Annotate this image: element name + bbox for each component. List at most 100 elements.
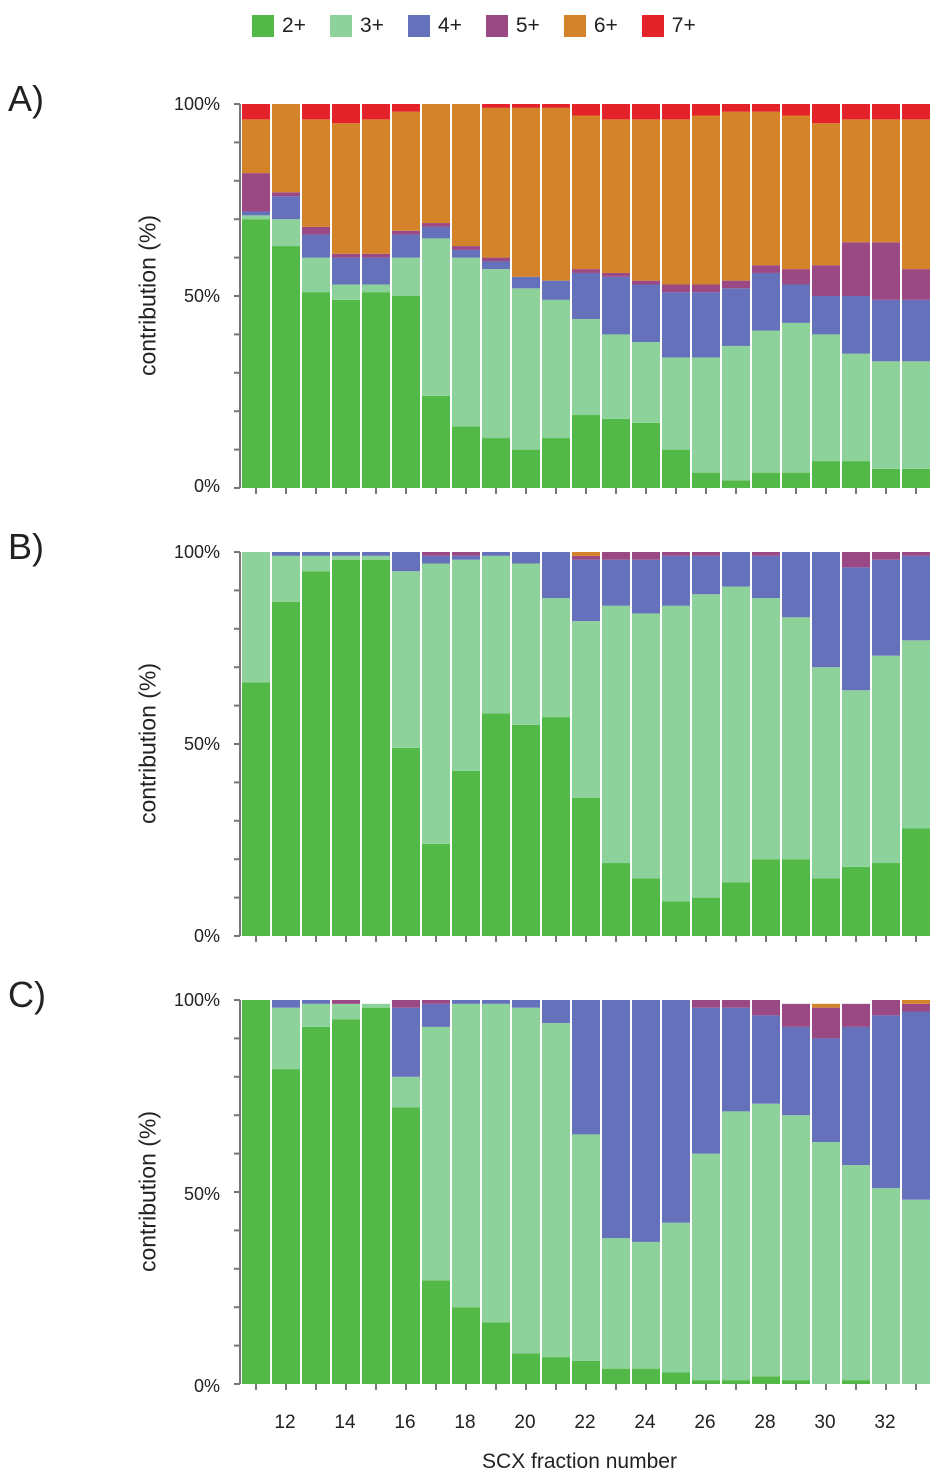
bar-segment-b-fraction-24-4plus [632, 559, 660, 614]
bar-segment-a-fraction-24-4plus [632, 284, 660, 343]
bar-segment-a-fraction-17-2plus [422, 395, 450, 488]
bar-segment-a-fraction-23-3plus [602, 334, 630, 419]
bar-segment-a-fraction-13-6plus [302, 119, 330, 227]
bar-segment-b-fraction-11-3plus [242, 552, 270, 683]
y-tick-label-b-100: 100% [173, 542, 220, 562]
bar-segment-b-fraction-22-4plus [572, 559, 600, 622]
bar-segment-a-fraction-15-4plus [362, 257, 390, 285]
bar-segment-b-fraction-20-2plus [512, 724, 540, 936]
bar-segment-a-fraction-27-3plus [722, 345, 750, 481]
legend-label: 5+ [515, 14, 540, 37]
bar-segment-b-fraction-12-3plus [272, 555, 300, 602]
bar-segment-c-fraction-16-4plus [392, 1007, 420, 1077]
bar-segment-a-fraction-25-4plus [662, 292, 690, 358]
bar-segment-b-fraction-17-3plus [422, 563, 450, 844]
bar-segment-a-fraction-27-5plus [722, 280, 750, 289]
bar-segment-b-fraction-15-3plus [362, 555, 390, 560]
bar-segment-a-fraction-31-2plus [842, 461, 870, 488]
bar-segment-b-fraction-26-5plus [692, 552, 720, 556]
bar-segment-c-fraction-25-3plus [662, 1222, 690, 1373]
x-tick-label: 20 [514, 1412, 536, 1433]
y-axis-label-a: contribution (%) [134, 214, 161, 377]
bar-segment-a-fraction-18-5plus [452, 246, 480, 250]
bar-segment-b-fraction-19-2plus [482, 713, 510, 936]
bar-segment-b-fraction-21-2plus [542, 717, 570, 936]
bar-segment-b-fraction-24-3plus [632, 613, 660, 879]
bar-segment-a-fraction-23-4plus [602, 276, 630, 335]
bar-segment-b-fraction-27-3plus [722, 586, 750, 883]
bar-segment-c-fraction-29-4plus [782, 1026, 810, 1116]
bar-segment-b-fraction-29-3plus [782, 617, 810, 860]
bar-segment-a-fraction-21-2plus [542, 438, 570, 488]
y-tick-label-c-0: 0% [193, 1376, 220, 1396]
bar-segment-b-fraction-30-4plus [812, 552, 840, 668]
bar-segment-a-fraction-20-4plus [512, 276, 540, 289]
bar-segment-c-fraction-17-5plus [422, 1000, 450, 1004]
bar-segment-c-fraction-19-2plus [482, 1322, 510, 1384]
bar-segment-c-fraction-18-2plus [452, 1307, 480, 1384]
bar-segment-a-fraction-30-7plus [812, 104, 840, 124]
bar-segment-a-fraction-22-6plus [572, 115, 600, 270]
bar-segment-a-fraction-18-3plus [452, 257, 480, 427]
bar-segment-b-fraction-21-4plus [542, 552, 570, 599]
bar-segment-a-fraction-31-4plus [842, 296, 870, 354]
bar-segment-b-fraction-31-5plus [842, 552, 870, 568]
bar-segment-a-fraction-31-3plus [842, 353, 870, 462]
bar-segment-a-fraction-16-5plus [392, 230, 420, 235]
bar-segment-a-fraction-12-2plus [272, 246, 300, 488]
bar-segment-b-fraction-33-2plus [902, 828, 930, 936]
bar-segment-c-fraction-31-4plus [842, 1026, 870, 1166]
bar-segment-b-fraction-20-3plus [512, 563, 540, 725]
panel-label-b: B) [8, 526, 44, 567]
legend-item-3plus: 3+ [329, 14, 384, 38]
bar-segment-b-fraction-23-3plus [602, 605, 630, 864]
legend-swatch [329, 15, 352, 37]
bar-segment-a-fraction-25-5plus [662, 284, 690, 293]
bar-segment-b-fraction-15-4plus [362, 552, 390, 556]
bar-segment-a-fraction-29-7plus [782, 104, 810, 116]
bar-segment-a-fraction-31-6plus [842, 119, 870, 243]
bar-segment-c-fraction-12-2plus [272, 1069, 300, 1384]
bar-segment-a-fraction-26-5plus [692, 284, 720, 293]
bar-segment-c-fraction-20-3plus [512, 1007, 540, 1354]
bar-segment-b-fraction-19-3plus [482, 555, 510, 714]
bar-segment-a-fraction-27-4plus [722, 288, 750, 346]
bar-segment-c-fraction-21-2plus [542, 1357, 570, 1384]
bar-segment-b-fraction-14-4plus [332, 552, 360, 556]
bar-segment-a-fraction-25-3plus [662, 357, 690, 450]
bar-segment-a-fraction-32-3plus [872, 361, 900, 469]
bar-segment-a-fraction-20-3plus [512, 288, 540, 450]
y-axis-label-b: contribution (%) [134, 662, 161, 825]
bar-segment-a-fraction-12-3plus [272, 219, 300, 247]
bar-segment-c-fraction-15-2plus [362, 1007, 390, 1384]
bar-segment-b-fraction-19-4plus [482, 552, 510, 556]
bar-segment-a-fraction-23-6plus [602, 119, 630, 273]
legend-item-5plus: 5+ [485, 14, 540, 38]
legend-item-2plus: 2+ [252, 14, 306, 38]
bar-segment-a-fraction-11-5plus [242, 173, 270, 212]
bar-segment-a-fraction-21-3plus [542, 299, 570, 439]
bar-segment-b-fraction-27-4plus [722, 552, 750, 587]
bar-segment-a-fraction-19-5plus [482, 257, 510, 262]
bar-segment-a-fraction-19-4plus [482, 261, 510, 270]
bar-segment-c-fraction-16-2plus [392, 1107, 420, 1384]
y-tick-label-a-50: 50% [183, 286, 220, 306]
bar-segment-c-fraction-16-5plus [392, 1000, 420, 1008]
bar-segment-c-fraction-30-4plus [812, 1038, 840, 1143]
bar-segment-c-fraction-19-4plus [482, 1000, 510, 1004]
bar-segment-b-fraction-33-3plus [902, 640, 930, 829]
bar-segment-b-fraction-28-2plus [752, 859, 780, 936]
bar-segment-a-fraction-26-6plus [692, 115, 720, 285]
x-tick-label: 12 [274, 1412, 296, 1433]
bar-segment-a-fraction-14-7plus [332, 104, 360, 124]
bar-segment-a-fraction-15-6plus [362, 119, 390, 254]
bar-segment-c-fraction-18-4plus [452, 1000, 480, 1004]
bar-segment-b-fraction-26-3plus [692, 594, 720, 898]
bar-segment-b-fraction-24-2plus [632, 878, 660, 936]
bar-segment-a-fraction-26-2plus [692, 472, 720, 488]
bar-segment-a-fraction-16-6plus [392, 111, 420, 231]
bar-segment-a-fraction-33-5plus [902, 269, 930, 300]
bar-segment-a-fraction-30-5plus [812, 265, 840, 296]
bar-segment-c-fraction-31-5plus [842, 1003, 870, 1027]
bar-segment-c-fraction-17-2plus [422, 1280, 450, 1384]
